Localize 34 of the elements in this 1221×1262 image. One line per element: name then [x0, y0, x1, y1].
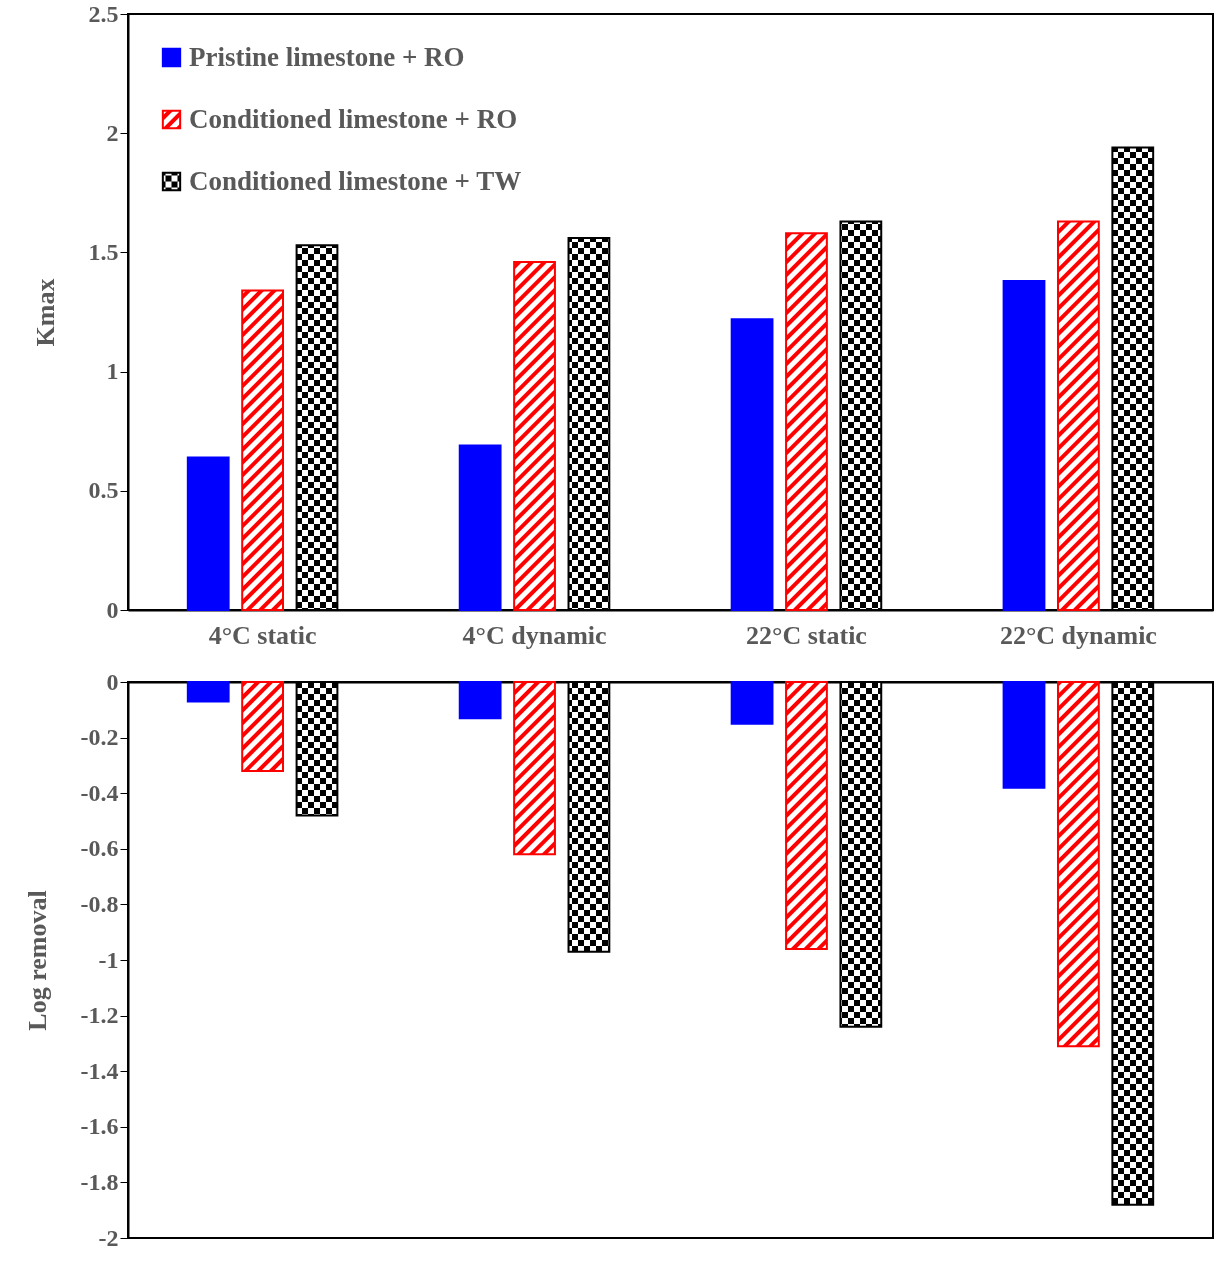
- x-tick-label: 4°C static: [208, 620, 317, 650]
- legend-label: Conditioned limestone + TW: [189, 165, 522, 196]
- bar: [186, 456, 230, 611]
- y-tick-label: -0.4: [80, 779, 119, 806]
- bar: [241, 289, 284, 611]
- bar: [513, 260, 556, 611]
- y-tick-label: -1: [98, 946, 119, 973]
- legend-label: Conditioned limestone + RO: [189, 103, 518, 134]
- bar: [1002, 280, 1046, 611]
- y-tick-label: 1: [106, 358, 119, 385]
- x-tick-label: 22°C dynamic: [999, 620, 1157, 650]
- y-tick-label: 0.5: [88, 477, 119, 504]
- y-tick-label: -0.8: [80, 890, 119, 917]
- y-tick-label: -1.8: [80, 1168, 119, 1195]
- y-tick-label: 2: [106, 119, 119, 146]
- y-tick-label: -1.2: [80, 1002, 119, 1029]
- bar: [730, 318, 774, 611]
- x-tick-label: 22°C static: [746, 620, 867, 650]
- y-tick-label: 0: [106, 596, 119, 623]
- y-tick-label: 1.5: [88, 238, 119, 265]
- legend-label: Pristine limestone + RO: [189, 41, 465, 72]
- y-tick-label: -0.2: [80, 724, 119, 751]
- x-tick-label: 4°C dynamic: [462, 620, 607, 650]
- bar: [458, 444, 502, 611]
- bar: [1057, 220, 1100, 611]
- bar: [785, 232, 828, 611]
- y-tick-label: -0.6: [80, 835, 119, 862]
- y-axis-title: Kmax: [30, 278, 60, 347]
- y-tick-label: 2.5: [88, 0, 119, 27]
- y-tick-label: -1.6: [80, 1113, 119, 1140]
- y-tick-label: -2: [98, 1224, 119, 1251]
- y-tick-label: -1.4: [80, 1057, 119, 1084]
- y-tick-label: 0: [106, 668, 119, 695]
- y-axis-title: Log removal: [22, 890, 52, 1031]
